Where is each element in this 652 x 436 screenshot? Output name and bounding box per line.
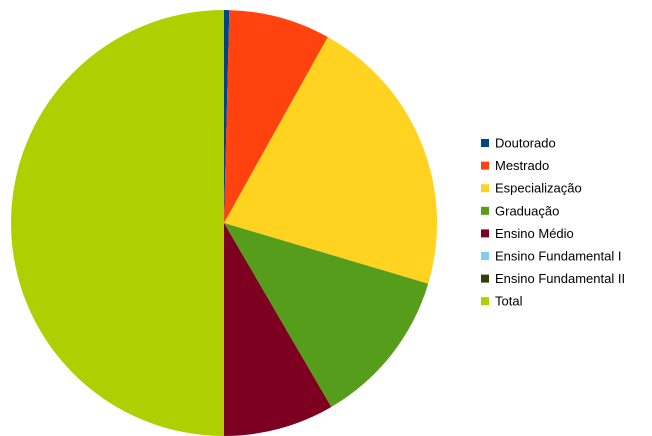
legend-label-4: Ensino Médio — [495, 226, 574, 241]
pie-slice-4 — [224, 223, 332, 436]
legend: Doutorado Mestrado Especialização Graduação… — [481, 136, 625, 309]
pie-slice-0 — [224, 10, 230, 223]
legend-swatch-0 — [481, 139, 489, 147]
legend-swatch-4 — [481, 229, 489, 238]
legend-label-2: Especialização — [495, 181, 582, 196]
legend-swatch-2 — [481, 184, 489, 193]
legend-swatch-5 — [481, 252, 489, 260]
pie-slices — [11, 10, 438, 436]
legend-swatch-1 — [481, 161, 489, 170]
pie-slice-1 — [224, 10, 328, 223]
legend-label-3: Graduação — [495, 203, 559, 218]
legend-swatch-3 — [481, 206, 489, 215]
legend-swatch-6 — [481, 274, 489, 283]
legend-label-1: Mestrado — [495, 158, 549, 173]
legend-label-5: Ensino Fundamental I — [495, 249, 621, 264]
legend-label-7: Total — [495, 294, 523, 309]
pie-slice-7 — [11, 10, 224, 436]
pie-slice-3 — [224, 223, 429, 408]
legend-label-6: Ensino Fundamental II — [495, 271, 625, 286]
legend-swatch-7 — [481, 297, 489, 306]
legend-label-0: Doutorado — [495, 136, 556, 151]
pie-slice-2 — [224, 37, 438, 284]
